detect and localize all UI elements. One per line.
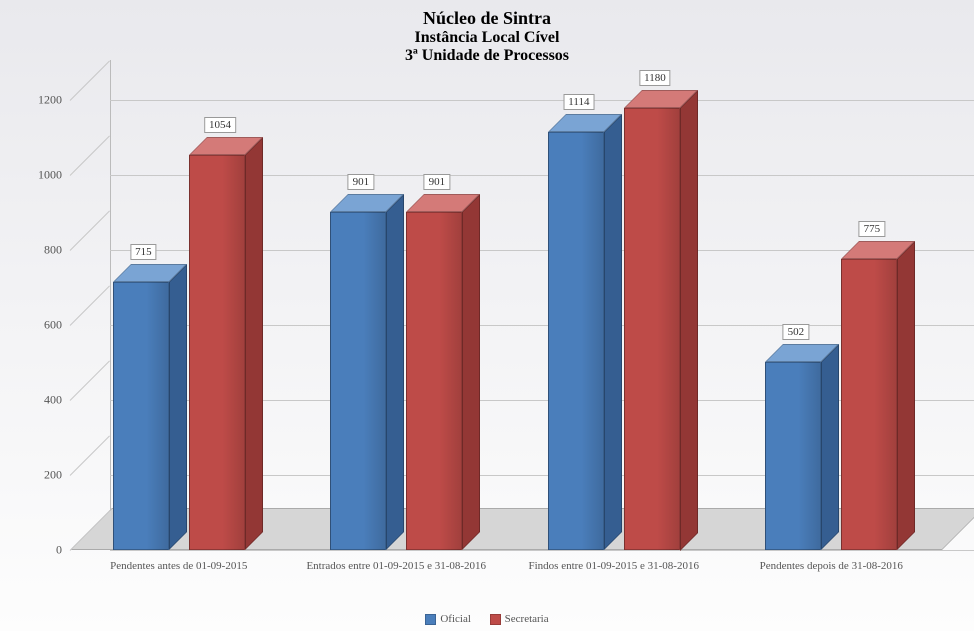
y-tick-label: 0 bbox=[56, 543, 62, 558]
y-tick-label: 200 bbox=[44, 468, 62, 483]
x-tick-label: Entrados entre 01-09-2015 e 31-08-2016 bbox=[306, 560, 486, 572]
bars-layer: 715 1054 901 901 1114 1180 502 775 bbox=[70, 100, 940, 550]
legend: Oficial Secretaria bbox=[0, 613, 974, 625]
chart-title-line2: Instância Local Cível bbox=[0, 29, 974, 47]
data-label: 1054 bbox=[204, 117, 236, 133]
plot-area: 020040060080010001200 715105490190111141… bbox=[70, 100, 940, 550]
legend-swatch-secretaria bbox=[490, 614, 501, 625]
bar: 502 bbox=[765, 362, 821, 550]
bar: 715 bbox=[113, 282, 169, 550]
bar: 901 bbox=[330, 212, 386, 550]
data-label: 901 bbox=[424, 174, 451, 190]
legend-label-secretaria: Secretaria bbox=[505, 613, 549, 625]
y-tick-label: 1200 bbox=[38, 93, 62, 108]
y-tick-label: 800 bbox=[44, 243, 62, 258]
data-label: 775 bbox=[859, 221, 886, 237]
bar: 1114 bbox=[548, 132, 604, 550]
bar: 1054 bbox=[189, 155, 245, 550]
x-tick-label: Findos entre 01-09-2015 e 31-08-2016 bbox=[524, 560, 704, 572]
y-tick-label: 1000 bbox=[38, 168, 62, 183]
chart-titles: Núcleo de Sintra Instância Local Cível 3… bbox=[0, 0, 974, 65]
x-tick-label: Pendentes antes de 01-09-2015 bbox=[89, 560, 269, 572]
bar: 775 bbox=[841, 259, 897, 550]
bar: 901 bbox=[406, 212, 462, 550]
legend-swatch-oficial bbox=[425, 614, 436, 625]
chart-container: Núcleo de Sintra Instância Local Cível 3… bbox=[0, 0, 974, 631]
bar: 1180 bbox=[624, 108, 680, 551]
data-label: 1114 bbox=[563, 94, 594, 110]
data-label: 502 bbox=[783, 324, 810, 340]
data-label: 901 bbox=[348, 174, 375, 190]
y-tick-label: 400 bbox=[44, 393, 62, 408]
legend-item-secretaria: Secretaria bbox=[490, 613, 549, 625]
chart-title-line1: Núcleo de Sintra bbox=[0, 8, 974, 29]
y-tick-label: 600 bbox=[44, 318, 62, 333]
legend-item-oficial: Oficial bbox=[425, 613, 471, 625]
legend-label-oficial: Oficial bbox=[440, 613, 471, 625]
x-tick-label: Pendentes depois de 31-08-2016 bbox=[741, 560, 921, 572]
data-label: 715 bbox=[130, 244, 157, 260]
data-label: 1180 bbox=[639, 70, 671, 86]
